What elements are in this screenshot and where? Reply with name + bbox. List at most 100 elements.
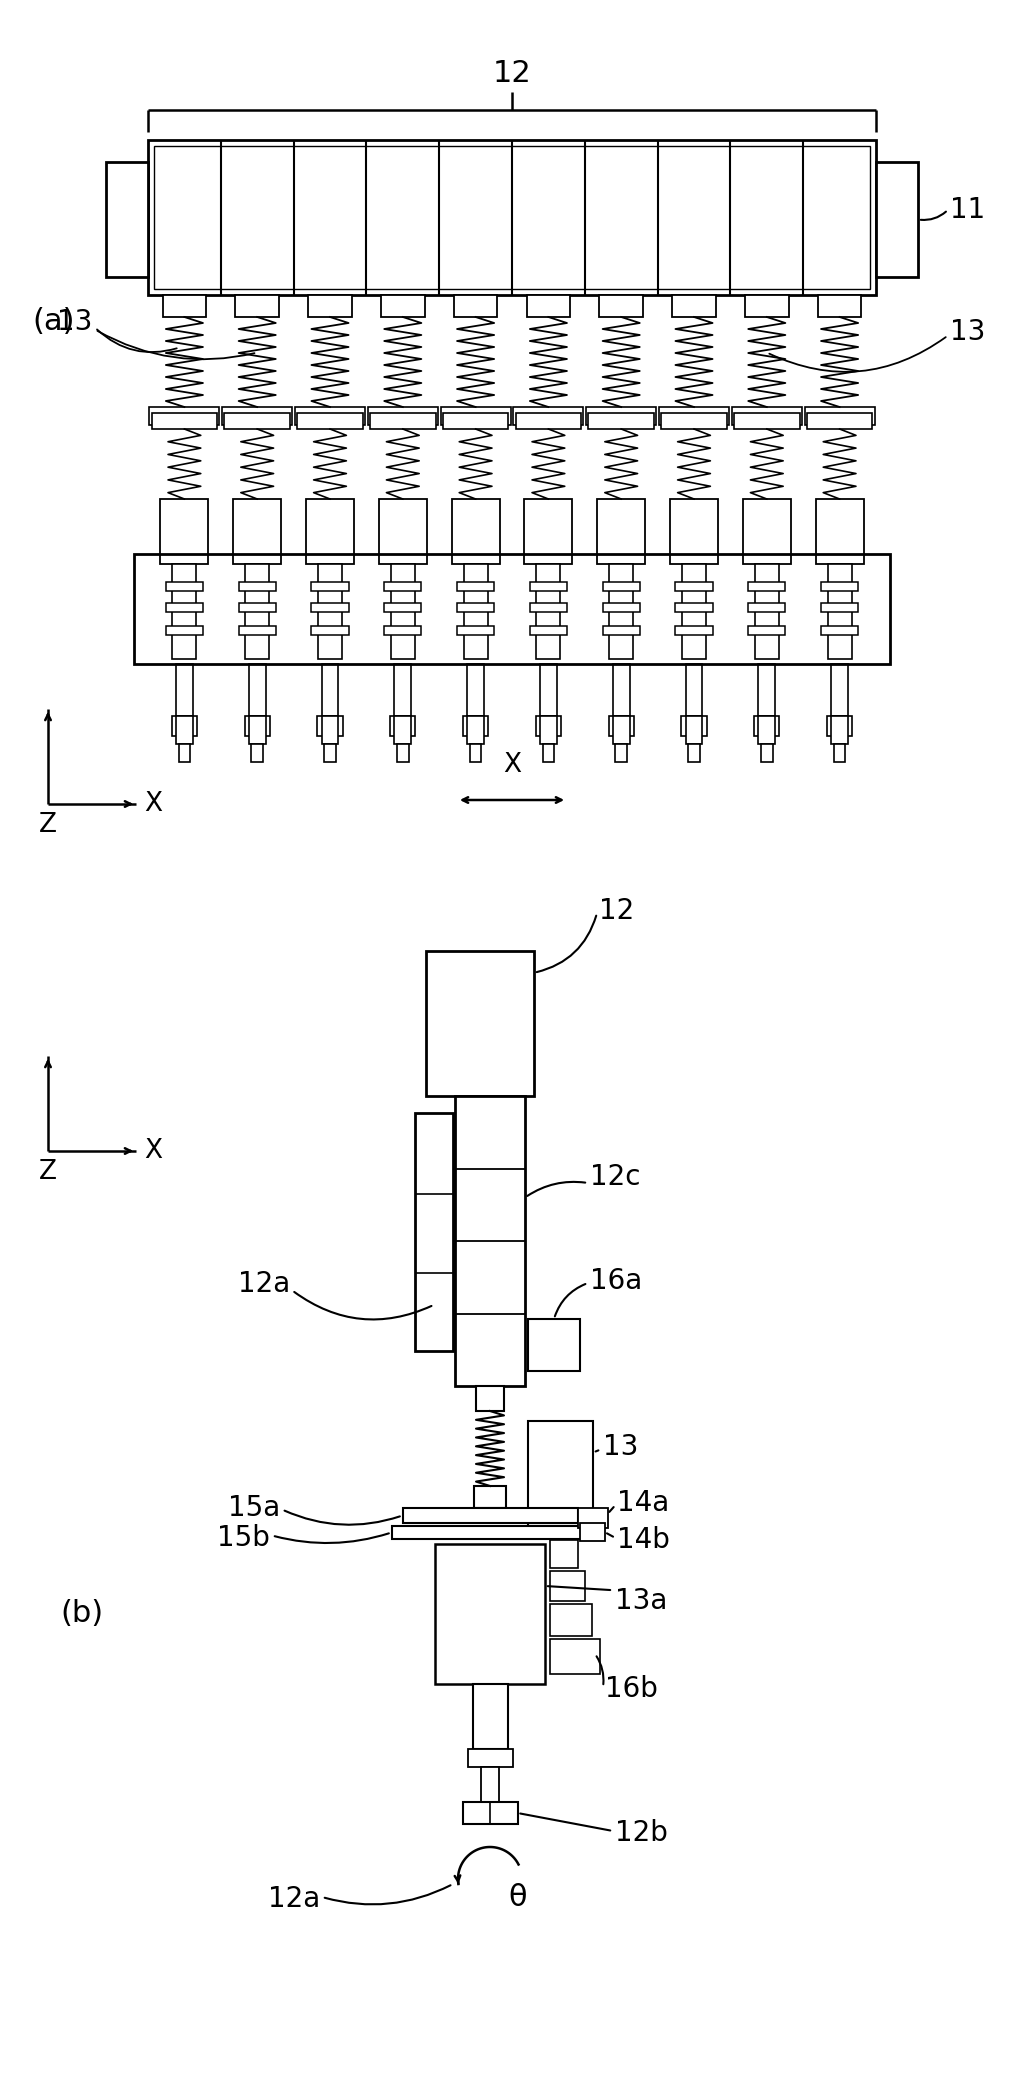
Text: 13: 13	[950, 318, 985, 347]
Bar	[454, 295, 498, 318]
Bar	[312, 627, 349, 635]
Bar	[748, 602, 786, 612]
Bar	[134, 554, 890, 664]
Bar	[370, 413, 435, 430]
Bar	[672, 295, 715, 318]
Bar	[481, 1767, 499, 1802]
Bar	[426, 951, 535, 1096]
Text: X: X	[503, 752, 521, 778]
Bar	[831, 664, 848, 716]
Bar	[106, 162, 148, 276]
Bar	[322, 664, 338, 716]
Bar	[758, 664, 776, 716]
Bar	[154, 145, 870, 289]
Text: 14a: 14a	[617, 1488, 669, 1518]
Bar	[379, 498, 427, 565]
Bar	[391, 1526, 589, 1538]
Bar	[166, 627, 203, 635]
Bar	[550, 1540, 578, 1567]
Bar	[597, 498, 645, 565]
Bar	[754, 716, 780, 737]
Bar	[238, 627, 276, 635]
Bar	[659, 407, 729, 426]
Text: θ: θ	[508, 1883, 526, 1912]
Bar	[176, 716, 193, 743]
Bar	[312, 581, 349, 590]
Bar	[470, 743, 481, 762]
Bar	[688, 743, 700, 762]
Bar	[166, 602, 203, 612]
Text: 16b: 16b	[605, 1675, 658, 1702]
Bar	[238, 581, 276, 590]
Bar	[476, 1387, 504, 1412]
Bar	[233, 498, 281, 565]
Bar	[403, 1507, 577, 1524]
Bar	[529, 581, 567, 590]
Bar	[603, 602, 640, 612]
Bar	[550, 1572, 585, 1601]
Bar	[162, 295, 206, 318]
Bar	[550, 1605, 592, 1636]
Bar	[384, 627, 421, 635]
Bar	[322, 716, 338, 743]
Bar	[806, 413, 873, 430]
Bar	[457, 627, 495, 635]
Text: 13: 13	[57, 309, 93, 336]
Text: X: X	[144, 1138, 162, 1165]
Bar	[676, 602, 712, 612]
Bar	[682, 565, 706, 658]
Bar	[587, 407, 656, 426]
Bar	[457, 602, 495, 612]
Text: Z: Z	[39, 812, 57, 839]
Bar	[686, 716, 702, 743]
Bar	[761, 743, 773, 762]
Bar	[758, 716, 776, 743]
Bar	[536, 716, 561, 737]
Bar	[732, 407, 801, 426]
Bar	[149, 407, 220, 426]
Bar	[173, 565, 196, 658]
Bar	[384, 581, 421, 590]
Text: 13: 13	[603, 1432, 639, 1462]
Bar	[368, 407, 437, 426]
Bar	[821, 602, 858, 612]
Bar	[381, 295, 424, 318]
Bar	[529, 627, 567, 635]
Text: Z: Z	[39, 1158, 57, 1185]
Bar	[748, 581, 786, 590]
Text: 12a: 12a	[238, 1271, 290, 1298]
Bar	[608, 716, 634, 737]
Bar	[248, 716, 266, 743]
Bar	[676, 581, 712, 590]
Bar	[603, 627, 640, 635]
Bar	[745, 295, 789, 318]
Bar	[318, 565, 342, 658]
Bar	[435, 1545, 545, 1684]
Bar	[415, 1113, 453, 1351]
Text: 15a: 15a	[228, 1493, 280, 1522]
Bar	[472, 1684, 508, 1748]
Text: (b): (b)	[60, 1599, 103, 1628]
Bar	[160, 498, 208, 565]
Bar	[528, 1420, 593, 1526]
Bar	[463, 716, 489, 737]
Bar	[390, 565, 415, 658]
Bar	[524, 498, 572, 565]
Bar	[467, 664, 484, 716]
Bar	[804, 407, 875, 426]
Bar	[599, 295, 643, 318]
Bar	[455, 1096, 525, 1387]
Bar	[397, 743, 409, 762]
Bar	[682, 716, 706, 737]
Bar	[615, 743, 628, 762]
Bar	[297, 413, 363, 430]
Bar	[513, 407, 584, 426]
Text: 13a: 13a	[615, 1586, 667, 1615]
Bar	[603, 581, 640, 590]
Bar	[467, 716, 484, 743]
Text: 15b: 15b	[217, 1524, 270, 1551]
Bar	[235, 295, 279, 318]
Bar	[172, 716, 197, 737]
Bar	[579, 1524, 604, 1540]
Text: 12: 12	[599, 897, 635, 926]
